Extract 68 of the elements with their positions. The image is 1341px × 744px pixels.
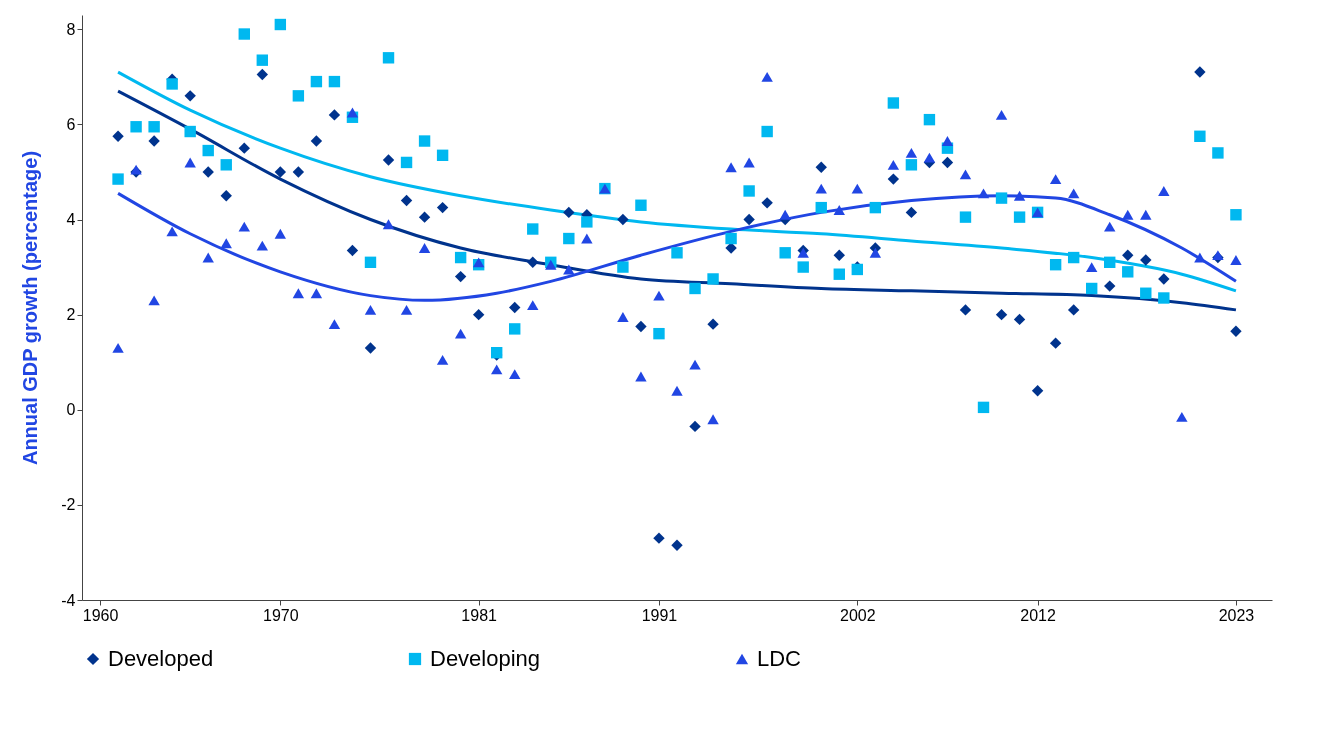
point — [815, 161, 827, 173]
line-series — [116, 89, 1238, 312]
point — [1230, 325, 1242, 337]
y-tick-label: 4 — [66, 211, 76, 229]
point — [238, 142, 250, 154]
x-tick-label: 1981 — [461, 606, 498, 624]
point — [112, 130, 124, 142]
point — [400, 194, 413, 207]
point — [220, 190, 232, 202]
x-tick-label: 1970 — [263, 606, 299, 624]
point — [617, 213, 629, 226]
point — [707, 318, 719, 330]
point — [472, 308, 485, 321]
point — [436, 201, 449, 214]
y-axis-title: Annual GDP growth (percentage) — [19, 150, 42, 466]
point — [1122, 249, 1134, 261]
point — [382, 154, 395, 166]
point — [256, 68, 268, 81]
x-tick-label: 1991 — [641, 606, 678, 624]
point — [905, 206, 918, 219]
y-tick-label: -4 — [61, 591, 76, 609]
y-tick-label: -2 — [61, 496, 76, 514]
point — [1049, 337, 1062, 349]
x-tick-label: 2012 — [1020, 606, 1056, 624]
point — [509, 301, 521, 314]
point — [653, 532, 665, 544]
point — [689, 420, 701, 433]
y-tick-label: 8 — [66, 20, 76, 38]
point — [364, 342, 377, 354]
point — [292, 166, 305, 178]
point — [887, 173, 900, 185]
line-series — [116, 191, 1238, 302]
line-series — [116, 70, 1238, 293]
legend-label: LDC — [757, 646, 802, 671]
point — [959, 304, 972, 316]
point — [995, 308, 1008, 321]
x-tick-label: 1960 — [82, 606, 119, 624]
point — [328, 109, 341, 121]
y-tick-label: 2 — [66, 306, 76, 324]
point — [1194, 66, 1206, 78]
x-tick-label: 2023 — [1218, 606, 1255, 624]
point — [833, 249, 845, 261]
point — [310, 135, 323, 147]
point — [184, 90, 196, 102]
point — [346, 244, 359, 257]
point — [274, 166, 287, 178]
point — [671, 539, 683, 552]
point — [527, 256, 539, 269]
point — [202, 166, 214, 178]
point — [1013, 313, 1026, 326]
point — [761, 197, 773, 209]
point — [418, 211, 431, 223]
x-tick-label: 2002 — [840, 606, 876, 624]
point — [1067, 304, 1080, 316]
point — [1140, 254, 1152, 266]
point — [1031, 385, 1044, 397]
point — [1158, 273, 1170, 285]
point — [563, 206, 575, 219]
y-tick-label: 6 — [66, 115, 76, 133]
point — [1104, 280, 1116, 292]
point — [148, 135, 160, 147]
legend-label: Developing — [430, 646, 541, 671]
point — [941, 156, 954, 169]
point — [454, 270, 467, 283]
legend-label: Developed — [108, 646, 214, 671]
point — [635, 320, 647, 333]
point — [743, 213, 755, 226]
y-tick-label: 0 — [66, 401, 76, 419]
